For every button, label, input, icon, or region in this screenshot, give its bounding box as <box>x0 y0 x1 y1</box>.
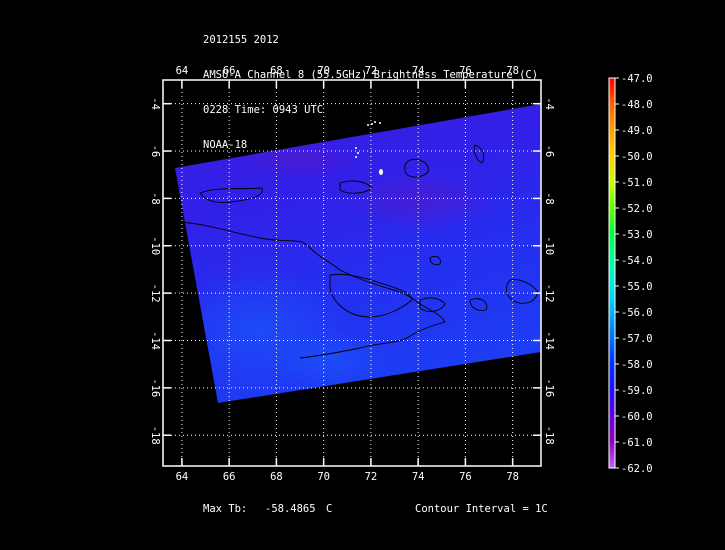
lat-tick-label-left: -10 <box>149 236 161 255</box>
colorbar: -47.0 -48.0 -49.0 -50.0 -51.0 -52.0 -53.0 -54.0… <box>608 73 653 475</box>
header-channel: AMSU-A Channel 8 (55.5GHz) Brightness Te… <box>203 69 539 81</box>
lat-tick-label-right: -6 <box>543 145 555 158</box>
header-date: 2012155 2012 <box>203 34 279 46</box>
lon-tick-label-top: 72 <box>365 65 378 77</box>
header-satellite: NOAA-18 <box>203 139 248 151</box>
lat-tick-label-right: -12 <box>543 284 555 303</box>
lon-tick-label-top: 66 <box>223 65 236 77</box>
lon-tick-label-top: 68 <box>270 65 283 77</box>
colorbar-label: -55.0 <box>621 281 653 293</box>
colorbar-label: -59.0 <box>621 385 653 397</box>
map-header: 2012155 2012 AMSU-A Channel 8 (55.5GHz) … <box>203 11 538 163</box>
colorbar-label: -51.0 <box>621 177 653 189</box>
max-tb-value: -58.4865 <box>265 503 316 515</box>
colorbar-label: -58.0 <box>621 359 653 371</box>
max-tb-unit: C <box>326 503 333 515</box>
colorbar-label: -48.0 <box>621 99 653 111</box>
colorbar-label: -54.0 <box>621 255 653 267</box>
colorbar-label: -53.0 <box>621 229 653 241</box>
lat-tick-label-right: -16 <box>543 378 555 397</box>
lat-tick-label-right: -8 <box>543 192 555 205</box>
lat-tick-label-left: -16 <box>149 378 161 397</box>
colorbar-label: -52.0 <box>621 203 653 215</box>
lon-tick-label-bottom: 64 <box>176 471 189 483</box>
colorbar-label: -47.0 <box>621 73 653 85</box>
colorbar-label: -56.0 <box>621 307 653 319</box>
land-features <box>355 121 383 175</box>
colorbar-scale <box>608 77 616 469</box>
lat-tick-label-left: -4 <box>149 97 161 110</box>
lon-tick-label-bottom: 74 <box>412 471 425 483</box>
colorbar-label: -61.0 <box>621 437 653 449</box>
lon-tick-label-bottom: 76 <box>459 471 472 483</box>
lat-tick-label-right: -18 <box>543 426 555 445</box>
lon-tick-label-top: 76 <box>459 65 472 77</box>
colorbar-label: -50.0 <box>621 151 653 163</box>
contour-interval: Contour Interval = 1C <box>415 503 548 515</box>
lat-tick-label-right: -10 <box>543 236 555 255</box>
colorbar-label: -60.0 <box>621 411 653 423</box>
lat-tick-label-right: -14 <box>543 331 555 350</box>
lon-tick-label-top: 78 <box>506 65 519 77</box>
map-grid <box>163 80 541 466</box>
lat-tick-label-left: -14 <box>149 331 161 350</box>
satellite-swath <box>175 104 541 403</box>
lon-tick-label-bottom: 72 <box>365 471 378 483</box>
lat-tick-label-left: -12 <box>149 284 161 303</box>
contour-lines <box>175 144 539 359</box>
map-frame <box>162 79 542 467</box>
lon-tick-label-bottom: 68 <box>270 471 283 483</box>
lon-tick-label-bottom: 78 <box>506 471 519 483</box>
lat-tick-label-left: -18 <box>149 426 161 445</box>
lon-tick-label-bottom: 66 <box>223 471 236 483</box>
lon-tick-label-top: 70 <box>317 65 330 77</box>
max-tb-label: Max Tb: <box>203 503 248 515</box>
lon-tick-label-bottom: 70 <box>317 471 330 483</box>
lon-tick-label-top: 64 <box>176 65 189 77</box>
lat-tick-label-right: -4 <box>543 97 555 110</box>
lon-tick-label-top: 74 <box>412 65 425 77</box>
lat-tick-label-left: -6 <box>149 145 161 158</box>
header-time: 0228 Time: 0943 UTC <box>203 104 324 116</box>
colorbar-label: -57.0 <box>621 333 653 345</box>
colorbar-label: -62.0 <box>621 463 653 475</box>
lat-tick-label-left: -8 <box>149 192 161 205</box>
colorbar-label: -49.0 <box>621 125 653 137</box>
